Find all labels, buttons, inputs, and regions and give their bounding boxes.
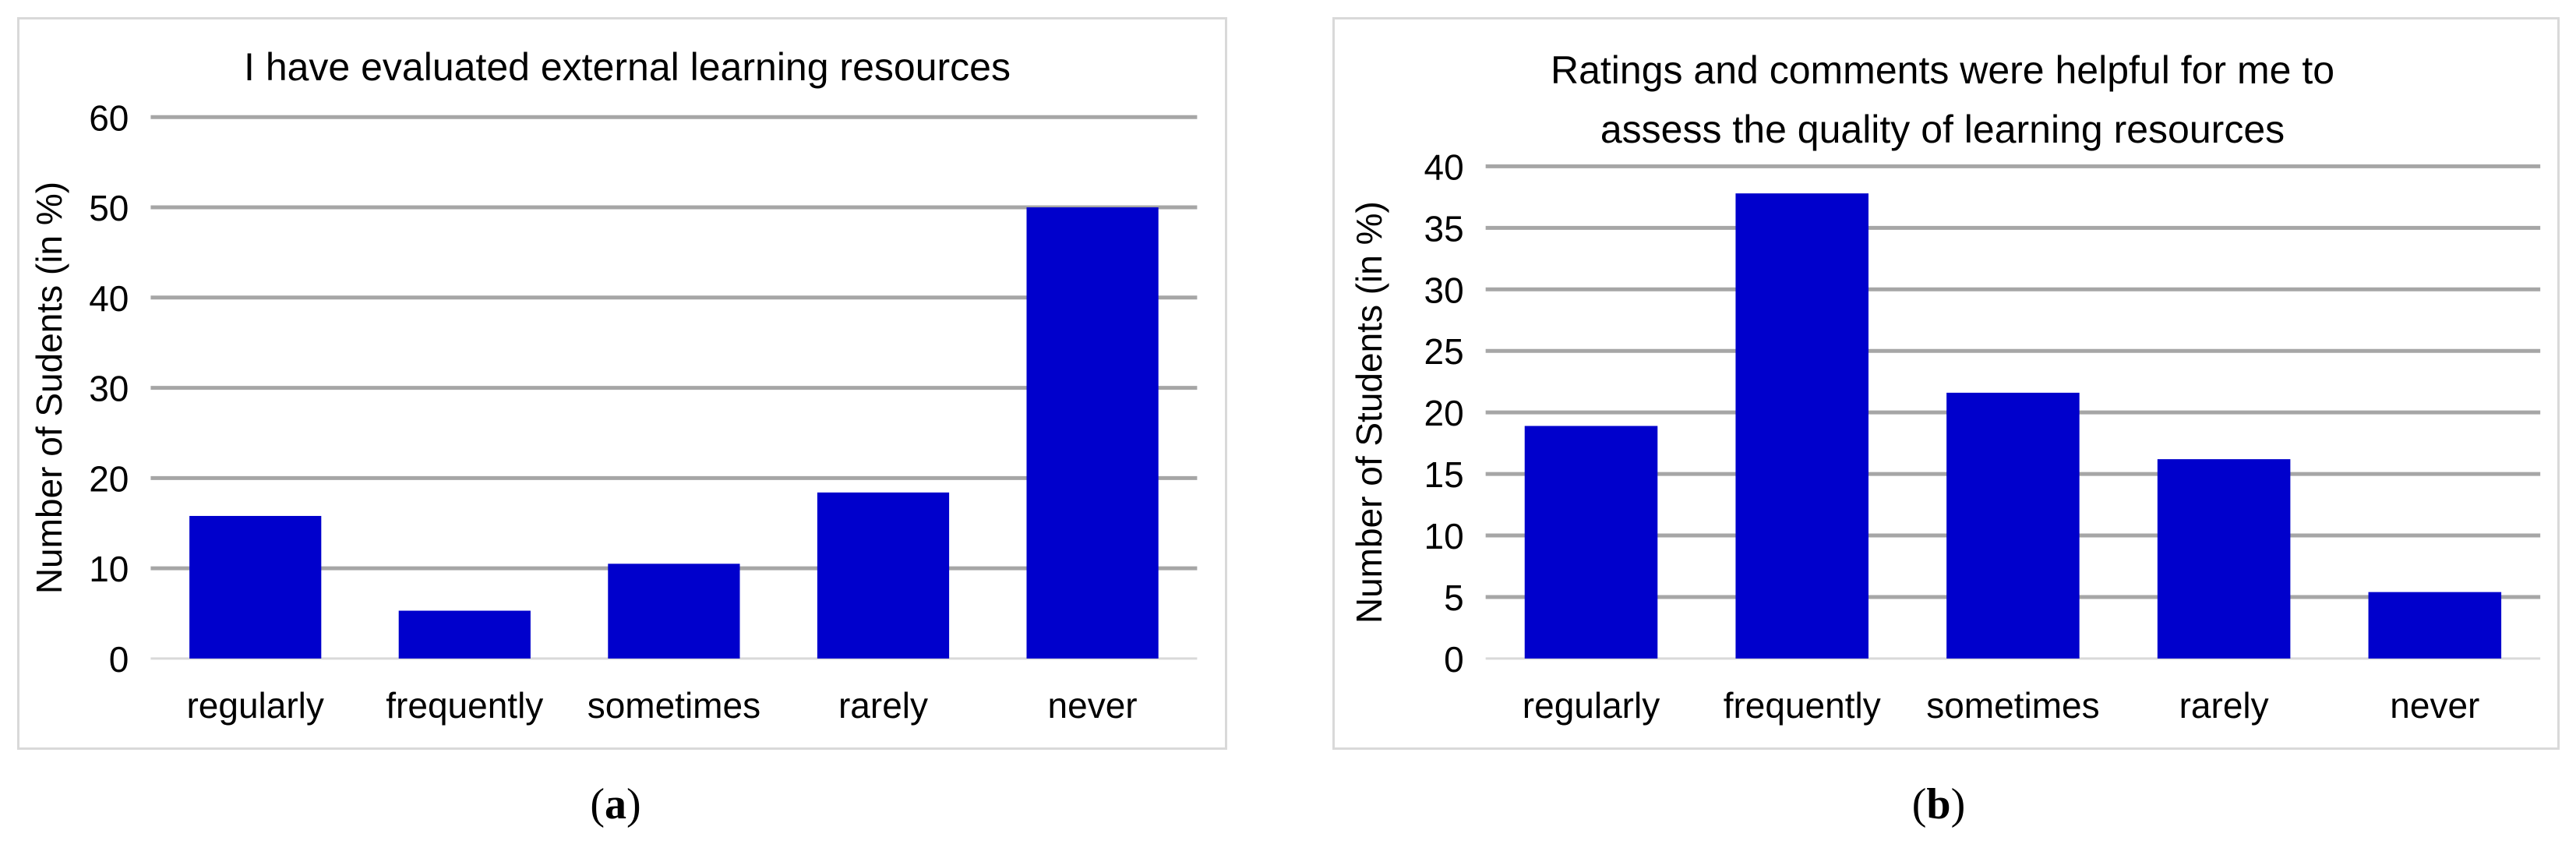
category-label-a: sometimes bbox=[588, 685, 760, 726]
category-label-b: sometimes bbox=[1926, 685, 2099, 726]
bar-a-sometimes bbox=[608, 564, 740, 659]
y-axis-label-b: Number of Students (in %) bbox=[1349, 201, 1389, 624]
bar-a-frequently bbox=[398, 610, 531, 659]
y-tick-label-a: 10 bbox=[89, 549, 129, 589]
y-tick-label-a: 50 bbox=[89, 188, 129, 228]
bar-a-never bbox=[1026, 207, 1159, 659]
y-tick-label-b: 25 bbox=[1424, 331, 1463, 372]
chart-panel-a: I have evaluated external learning resou… bbox=[17, 17, 1227, 750]
bar-b-never bbox=[2368, 592, 2502, 659]
category-label-b: regularly bbox=[1523, 685, 1660, 726]
chart-panel-b: Ratings and comments were helpful for me… bbox=[1332, 17, 2560, 750]
y-tick-label-b: 35 bbox=[1424, 208, 1463, 249]
bar-a-rarely bbox=[817, 492, 950, 659]
y-tick-label-a: 30 bbox=[89, 369, 129, 409]
y-tick-label-b: 5 bbox=[1444, 578, 1464, 618]
chart-title-b-line-0: Ratings and comments were helpful for me… bbox=[1551, 48, 2334, 92]
y-tick-label-a: 20 bbox=[89, 458, 129, 499]
chart-title-b-line-1: assess the quality of learning resources bbox=[1600, 108, 2285, 151]
category-label-a: never bbox=[1048, 685, 1138, 726]
bar-chart-b: Ratings and comments were helpful for me… bbox=[1349, 48, 2541, 726]
bar-b-sometimes bbox=[1946, 392, 2080, 659]
bar-a-regularly bbox=[189, 515, 322, 659]
subcaption-a: (a) bbox=[590, 780, 641, 829]
chart-title-a-line-0: I have evaluated external learning resou… bbox=[244, 45, 1011, 89]
category-label-a: frequently bbox=[386, 685, 543, 726]
y-tick-label-b: 20 bbox=[1424, 393, 1463, 433]
y-tick-label-b: 40 bbox=[1424, 147, 1463, 187]
y-tick-label-b: 30 bbox=[1424, 270, 1463, 310]
bar-chart-a: I have evaluated external learning resou… bbox=[29, 45, 1198, 726]
subcaption-b: (b) bbox=[1911, 780, 1966, 829]
y-tick-label-a: 40 bbox=[89, 278, 129, 319]
y-tick-label-b: 0 bbox=[1444, 639, 1464, 680]
y-tick-label-b: 10 bbox=[1424, 516, 1463, 556]
y-tick-label-b: 15 bbox=[1424, 454, 1463, 495]
bar-b-regularly bbox=[1524, 426, 1658, 659]
category-label-a: regularly bbox=[186, 685, 323, 726]
category-label-b: frequently bbox=[1724, 685, 1881, 726]
category-label-b: rarely bbox=[2179, 685, 2269, 726]
y-axis-label-a: Number of Sudents (in %) bbox=[29, 182, 69, 594]
bar-b-frequently bbox=[1735, 193, 1868, 659]
bar-b-rarely bbox=[2157, 459, 2291, 659]
category-label-a: rarely bbox=[838, 685, 928, 726]
y-tick-label-a: 60 bbox=[89, 97, 129, 138]
y-tick-label-a: 0 bbox=[109, 639, 129, 680]
category-label-b: never bbox=[2390, 685, 2479, 726]
